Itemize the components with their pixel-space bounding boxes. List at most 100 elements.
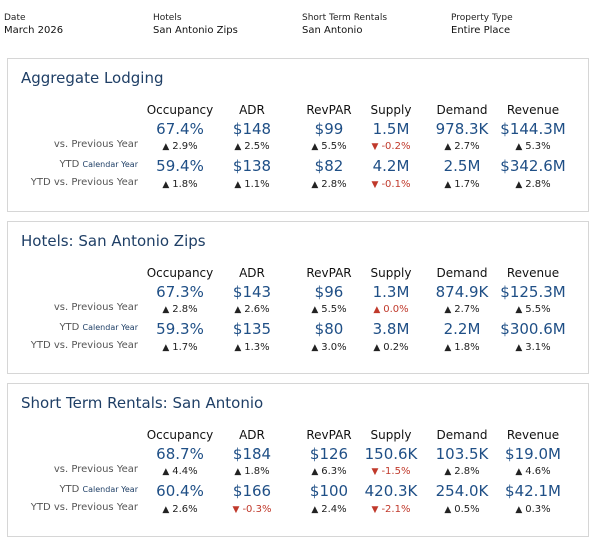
ytd-calendar-year: Calendar Year (82, 485, 138, 494)
change-text: 2.8% (321, 179, 347, 190)
kpi-card: Hotels: San Antonio Zips vs. Previous Yea… (7, 221, 589, 374)
change-value: ▲ 5.3% (493, 141, 573, 152)
change-value: ▲ 2.8% (289, 179, 369, 190)
filter-value: March 2026 (4, 25, 64, 36)
column-header-revenue: Revenue (506, 103, 560, 117)
ytd-value: 3.8M (372, 320, 410, 338)
ytd-value: 60.4% (156, 482, 204, 500)
card-title: Aggregate Lodging (21, 69, 164, 87)
triangle-up-icon: ▲ (311, 305, 319, 315)
row-label-ytd-vs-previous-year: YTD vs. Previous Year (30, 340, 138, 351)
change-value: ▲ 1.7% (422, 179, 502, 190)
triangle-up-icon: ▲ (311, 180, 319, 190)
change-text: 1.7% (172, 342, 198, 353)
change-text: 2.8% (525, 179, 551, 190)
change-text: 4.6% (525, 466, 551, 477)
change-text: 0.0% (383, 304, 409, 315)
ytd-value: $42.1M (505, 482, 561, 500)
filter-label: Date (4, 13, 26, 23)
row-label-vs-previous-year: vs. Previous Year (53, 464, 138, 475)
change-text: 2.7% (454, 304, 480, 315)
change-text: 0.2% (383, 342, 409, 353)
change-value: ▲ 4.6% (493, 466, 573, 477)
change-text: 0.5% (454, 504, 480, 515)
row-label-ytd-calendar-year: YTD Calendar Year (59, 484, 138, 495)
change-value: ▲ 1.8% (140, 179, 220, 190)
column-header-revpar: RevPAR (306, 428, 352, 442)
column-header-occupancy: Occupancy (146, 428, 214, 442)
triangle-up-icon: ▲ (444, 505, 452, 515)
current-value: $19.0M (505, 445, 561, 463)
triangle-down-icon: ▼ (371, 505, 379, 515)
change-text: 2.8% (172, 304, 198, 315)
row-label-ytd-calendar-year: YTD Calendar Year (59, 159, 138, 170)
row-label-ytd-calendar-year: YTD Calendar Year (59, 322, 138, 333)
ytd-value: 59.3% (156, 320, 204, 338)
change-value: ▲ 2.5% (212, 141, 292, 152)
triangle-up-icon: ▲ (373, 305, 381, 315)
triangle-up-icon: ▲ (234, 343, 242, 353)
change-text: 5.3% (525, 141, 551, 152)
ytd-prefix: YTD (59, 484, 80, 495)
ytd-value: 59.4% (156, 157, 204, 175)
change-value: ▲ 2.6% (212, 304, 292, 315)
change-text: 5.5% (525, 304, 551, 315)
change-value: ▲ 1.7% (140, 342, 220, 353)
triangle-up-icon: ▲ (311, 505, 319, 515)
triangle-down-icon: ▼ (232, 505, 240, 515)
change-text: 5.5% (321, 141, 347, 152)
change-value: ▲ 6.3% (289, 466, 369, 477)
triangle-up-icon: ▲ (515, 343, 523, 353)
filter-0[interactable]: Date March 2026 (4, 13, 63, 38)
column-header-revpar: RevPAR (306, 103, 352, 117)
current-value: $125.3M (500, 283, 566, 301)
ytd-value: $342.6M (500, 157, 566, 175)
filter-2[interactable]: Short Term Rentals San Antonio (302, 13, 387, 38)
triangle-up-icon: ▲ (444, 467, 452, 477)
current-value: 874.9K (435, 283, 489, 301)
current-value: 67.3% (156, 283, 204, 301)
triangle-up-icon: ▲ (515, 505, 523, 515)
triangle-up-icon: ▲ (234, 305, 242, 315)
triangle-up-icon: ▲ (162, 343, 170, 353)
card-title: Short Term Rentals: San Antonio (21, 394, 264, 412)
change-value: ▲ 2.7% (422, 304, 502, 315)
column-header-occupancy: Occupancy (146, 103, 214, 117)
column-header-demand: Demand (436, 103, 488, 117)
ytd-value: 4.2M (372, 157, 410, 175)
column-header-supply: Supply (370, 103, 412, 117)
column-header-supply: Supply (370, 428, 412, 442)
filter-label: Short Term Rentals (302, 13, 388, 23)
ytd-calendar-year: Calendar Year (82, 160, 138, 169)
change-text: 1.8% (172, 179, 198, 190)
change-value: ▼ -2.1% (351, 504, 431, 515)
change-text: 2.5% (244, 141, 270, 152)
row-label-vs-previous-year: vs. Previous Year (53, 302, 138, 313)
filter-bar: Date March 2026 Hotels San Antonio Zips Shor… (0, 13, 600, 43)
current-value: $184 (232, 445, 272, 463)
change-text: 2.6% (172, 504, 198, 515)
ytd-value: 2.2M (443, 320, 481, 338)
column-header-adr: ADR (239, 103, 265, 117)
current-value: $96 (314, 283, 344, 301)
filter-3[interactable]: Property Type Entire Place (451, 13, 513, 38)
ytd-prefix: YTD (59, 159, 80, 170)
triangle-up-icon: ▲ (162, 467, 170, 477)
change-text: 2.4% (321, 504, 347, 515)
triangle-up-icon: ▲ (515, 142, 523, 152)
current-value: 103.5K (435, 445, 489, 463)
change-value: ▲ 2.9% (140, 141, 220, 152)
row-label-ytd-vs-previous-year: YTD vs. Previous Year (30, 177, 138, 188)
triangle-up-icon: ▲ (444, 343, 452, 353)
change-value: ▲ 0.2% (351, 342, 431, 353)
current-value: $99 (314, 120, 344, 138)
filter-label: Property Type (451, 13, 513, 23)
change-value: ▲ 2.4% (289, 504, 369, 515)
triangle-down-icon: ▼ (371, 180, 379, 190)
column-header-revenue: Revenue (506, 266, 560, 280)
ytd-prefix: YTD (59, 322, 80, 333)
change-value: ▼ -0.2% (351, 141, 431, 152)
filter-1[interactable]: Hotels San Antonio Zips (153, 13, 238, 38)
triangle-up-icon: ▲ (373, 343, 381, 353)
change-text: 1.8% (454, 342, 480, 353)
